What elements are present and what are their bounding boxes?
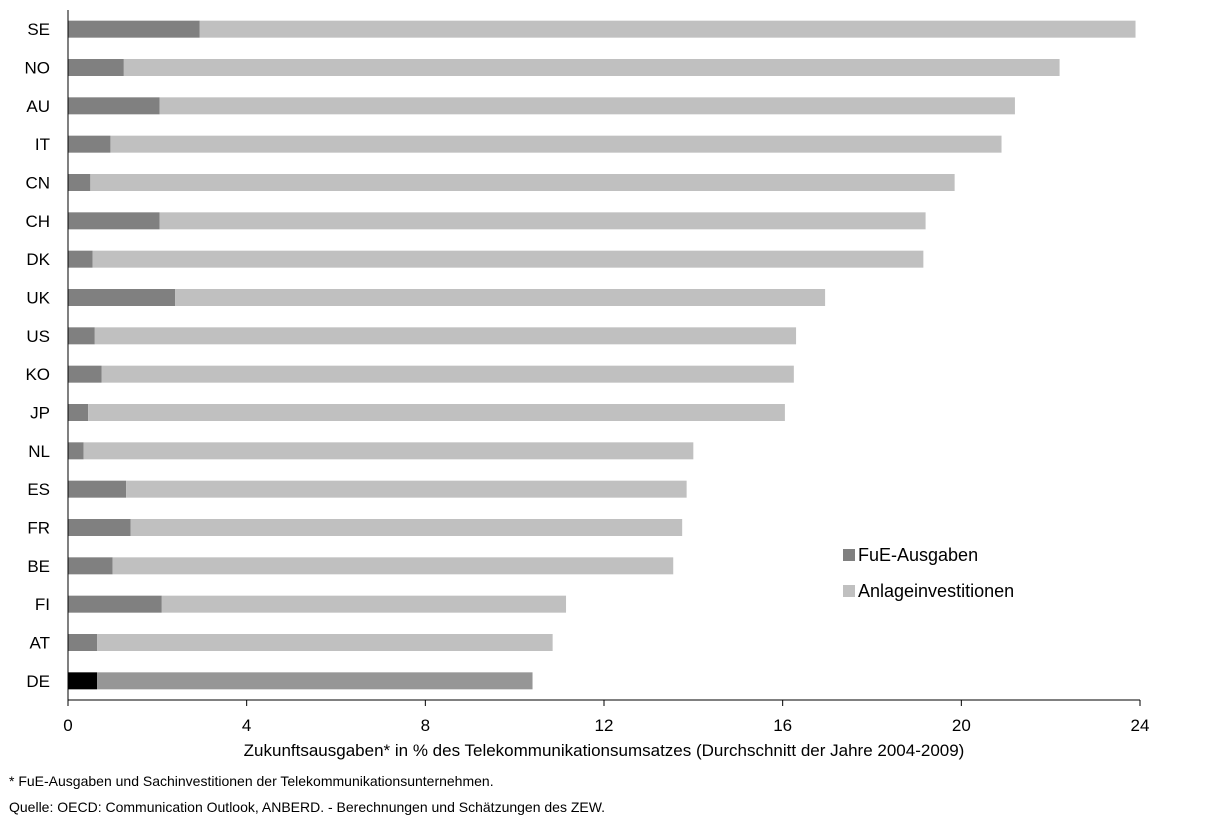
source-note: Quelle: OECD: Communication Outlook, ANB… [9,799,606,815]
bar-es-anlage [126,480,687,498]
bar-fr-anlage [130,519,683,536]
bar-dk-fue [68,250,93,268]
x-axis-label: Zukunftsausgaben* in % des Telekommunika… [244,741,965,760]
bar-nl-anlage [83,442,694,460]
bar-ch-anlage [159,212,926,230]
bar-it-fue [68,135,111,153]
x-tick-label-8: 8 [421,716,430,735]
bar-uk-fue [68,289,176,306]
x-tick-label-24: 24 [1131,716,1150,735]
bar-it-anlage [110,135,1002,153]
category-label-us: US [26,327,50,346]
legend-label-anlage: Anlageinvestitionen [858,581,1014,601]
category-label-it: IT [35,135,50,154]
category-label-au: AU [26,97,50,116]
bar-es-fue [68,480,127,498]
bar-dk-anlage [92,250,924,268]
bar-ko-anlage [101,365,794,383]
bar-no-fue [68,59,124,76]
bar-jp-fue [68,404,89,421]
category-label-cn: CN [25,174,50,193]
category-labels: SE NO AU IT CN CH DK UK US KO JP NL ES FR BE FI AT DE [25,20,51,691]
bar-uk-anlage [175,289,826,306]
footnote: * FuE-Ausgaben und Sachinvestitionen der… [9,773,494,789]
x-tick-label-12: 12 [595,716,614,735]
bar-ko-fue [68,365,102,383]
category-label-de: DE [26,672,50,691]
bar-cn-anlage [90,174,955,191]
category-label-uk: UK [26,289,50,308]
category-label-dk: DK [26,250,50,269]
bar-se-fue [68,20,200,38]
legend-label-fue: FuE-Ausgaben [858,545,978,565]
bar-de-fue [68,672,98,690]
x-tick-label-0: 0 [63,716,72,735]
bar-fi-fue [68,595,162,613]
category-label-at: AT [30,634,50,653]
category-label-no: NO [25,59,51,78]
x-ticks: 0 4 8 12 16 20 24 [63,700,1149,735]
bar-us-anlage [94,327,797,345]
bar-at-anlage [97,634,553,651]
bar-au-fue [68,97,160,115]
bar-fr-fue [68,519,131,536]
category-label-nl: NL [28,442,50,461]
bar-jp-anlage [88,404,785,421]
bar-be-anlage [112,557,674,575]
bar-se-anlage [199,20,1136,38]
category-label-be: BE [27,557,50,576]
bar-fi-anlage [161,595,567,613]
legend-swatch-fue [843,549,855,561]
category-label-jp: JP [30,404,50,423]
category-label-ko: KO [25,365,50,384]
bar-ch-fue [68,212,160,230]
category-label-fi: FI [35,595,50,614]
x-tick-label-20: 20 [952,716,971,735]
bar-de-anlage [97,672,533,690]
bar-cn-fue [68,174,91,191]
category-label-se: SE [27,20,50,39]
category-label-fr: FR [27,519,50,538]
x-tick-label-16: 16 [773,716,792,735]
bars-group [68,20,1136,690]
legend: FuE-Ausgaben Anlageinvestitionen [843,545,1014,601]
bar-no-anlage [123,59,1060,76]
category-label-ch: CH [25,212,50,231]
bar-nl-fue [68,442,84,460]
category-label-es: ES [27,480,50,499]
x-tick-label-4: 4 [242,716,251,735]
bar-at-fue [68,634,98,651]
chart: SE NO AU IT CN CH DK UK US KO JP NL ES FR BE FI AT DE 0 4 8… [25,10,1149,760]
bar-au-anlage [159,97,1015,115]
bar-be-fue [68,557,113,575]
legend-swatch-anlage [843,585,855,597]
bar-us-fue [68,327,95,345]
